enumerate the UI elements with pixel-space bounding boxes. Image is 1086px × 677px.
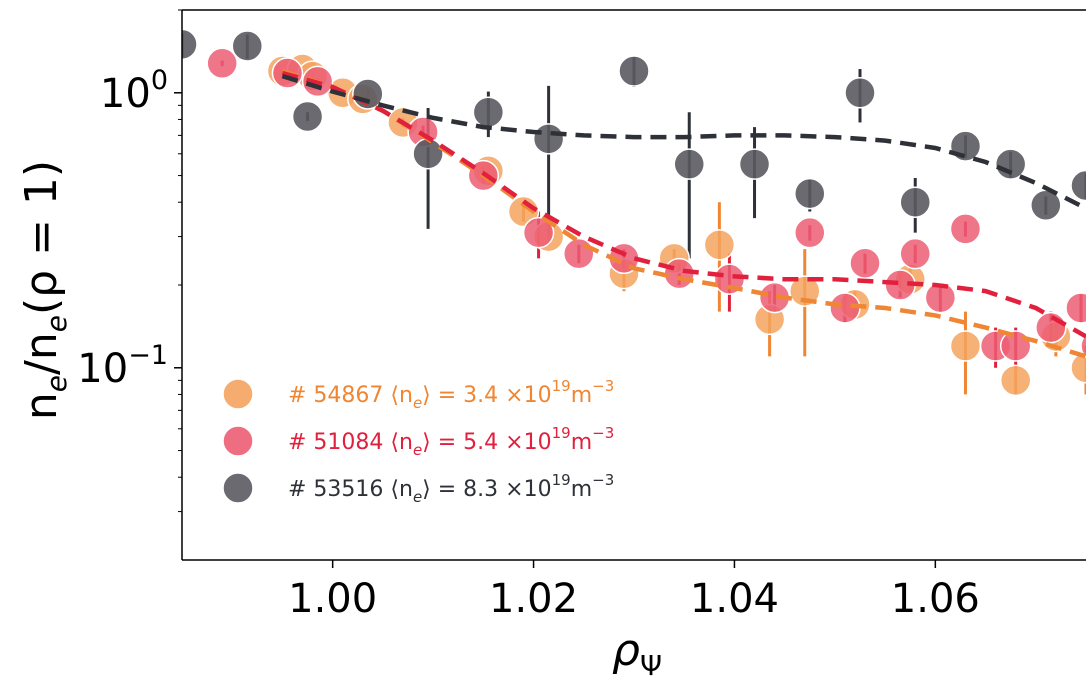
legend-marker-54867: [222, 378, 254, 410]
y-tick-label-1: 10−1: [77, 340, 168, 392]
x-tick-label-1: 1.02: [489, 576, 578, 622]
y-tick-base-0: 10: [100, 71, 151, 117]
legend-part-54867-5: −3: [592, 377, 614, 395]
y-tick-exp-0: 0: [151, 65, 168, 96]
point-53516-13: [949, 130, 982, 162]
legend-part-53516-0: # 53516 ⟨n: [288, 477, 413, 502]
legend-part-51084-1: e: [413, 441, 422, 459]
x-tick-label-3: 1.06: [891, 576, 980, 622]
fit-line-53516: [281, 73, 1086, 211]
legend-entry-53516: # 53516 ⟨ne⟩ = 8.3 ×1019m−3: [288, 471, 614, 506]
x-axis-label-main: ρ: [612, 625, 640, 676]
x-tick-label-0: 1.00: [288, 576, 377, 622]
legend-part-51084-4: m: [571, 430, 592, 455]
point-53516-9: [738, 148, 771, 180]
legend-part-51084-2: ⟩ = 5.4 ×10: [422, 430, 551, 455]
point-53516-8: [673, 148, 705, 180]
legend-part-54867-0: # 54867 ⟨n: [288, 383, 413, 408]
legend-marker-53516: [222, 472, 254, 504]
point-51084-21: [1065, 292, 1086, 324]
fit-line-51084: [281, 70, 1086, 339]
x-axis-label: ρΨ: [612, 625, 662, 677]
y-axis-label-rest: /n: [16, 332, 67, 375]
point-53516-10: [794, 177, 826, 210]
y-tick-base-1: 10: [77, 346, 128, 392]
plot-area: [182, 28, 1086, 397]
point-51084-16: [924, 281, 957, 314]
point-51084-19: [999, 330, 1032, 362]
point-51084-15: [899, 237, 931, 270]
y-tick-label-0: 100: [100, 65, 168, 117]
point-53516-7: [618, 55, 650, 87]
point-54867-13: [789, 275, 821, 307]
point-54867-16: [949, 330, 982, 362]
point-54867-11: [703, 229, 736, 261]
legend-entry-51084: # 51084 ⟨ne⟩ = 5.4 ×1019m−3: [288, 424, 614, 459]
legend-entry-54867: # 54867 ⟨ne⟩ = 3.4 ×1019m−3: [288, 377, 614, 412]
y-axis-label-main: n: [16, 392, 67, 420]
point-53516-11: [844, 77, 876, 109]
point-53516-1: [231, 30, 264, 62]
y-axis-label: ne/ne(ρ = 1): [16, 160, 73, 420]
point-51084-5: [522, 216, 555, 249]
point-53516-5: [472, 96, 505, 128]
y-axis-label-tail: (ρ = 1): [16, 160, 67, 315]
legend-part-51084-5: −3: [592, 424, 614, 442]
x-axis-label-sub: Ψ: [640, 649, 662, 677]
point-53516-0: [182, 28, 198, 61]
point-51084-6: [563, 237, 595, 270]
point-53516-2: [291, 100, 324, 133]
point-51084-17: [949, 213, 982, 245]
point-51084-22: [1080, 333, 1086, 359]
data-markers: [182, 28, 1086, 397]
legend-marker-51084: [222, 425, 254, 457]
point-54867-19: [1070, 352, 1086, 384]
fit-lines: [281, 68, 1086, 359]
legend-part-53516-3: 19: [552, 471, 571, 489]
y-axis-label-sub1: e: [40, 375, 73, 392]
legend-part-54867-2: ⟩ = 3.4 ×10: [422, 383, 551, 408]
point-53516-16: [1070, 169, 1086, 202]
fit-line-54867: [281, 68, 1086, 359]
legend-part-53516-1: e: [413, 488, 422, 506]
legend-part-54867-1: e: [413, 394, 422, 412]
legend-part-54867-4: m: [571, 383, 592, 408]
point-51084-0: [206, 47, 238, 80]
point-51084-13: [849, 247, 881, 279]
legend: # 54867 ⟨ne⟩ = 3.4 ×1019m−3# 51084 ⟨ne⟩ …: [222, 377, 614, 506]
legend-part-51084-0: # 51084 ⟨n: [288, 430, 413, 455]
point-53516-4: [412, 138, 444, 170]
y-tick-exp-1: −1: [128, 340, 168, 371]
point-53516-6: [532, 123, 565, 155]
point-51084-20: [1035, 311, 1067, 344]
legend-part-53516-2: ⟩ = 8.3 ×10: [422, 477, 551, 502]
x-tick-label-2: 1.04: [690, 576, 779, 622]
y-axis-label-sub2: e: [40, 315, 73, 332]
point-54867-17: [999, 364, 1032, 397]
point-51084-11: [794, 216, 826, 249]
legend-part-54867-3: 19: [552, 377, 571, 395]
legend-part-51084-3: 19: [552, 424, 571, 442]
legend-part-53516-5: −3: [592, 471, 614, 489]
legend-part-53516-4: m: [571, 477, 592, 502]
point-53516-12: [899, 186, 931, 218]
